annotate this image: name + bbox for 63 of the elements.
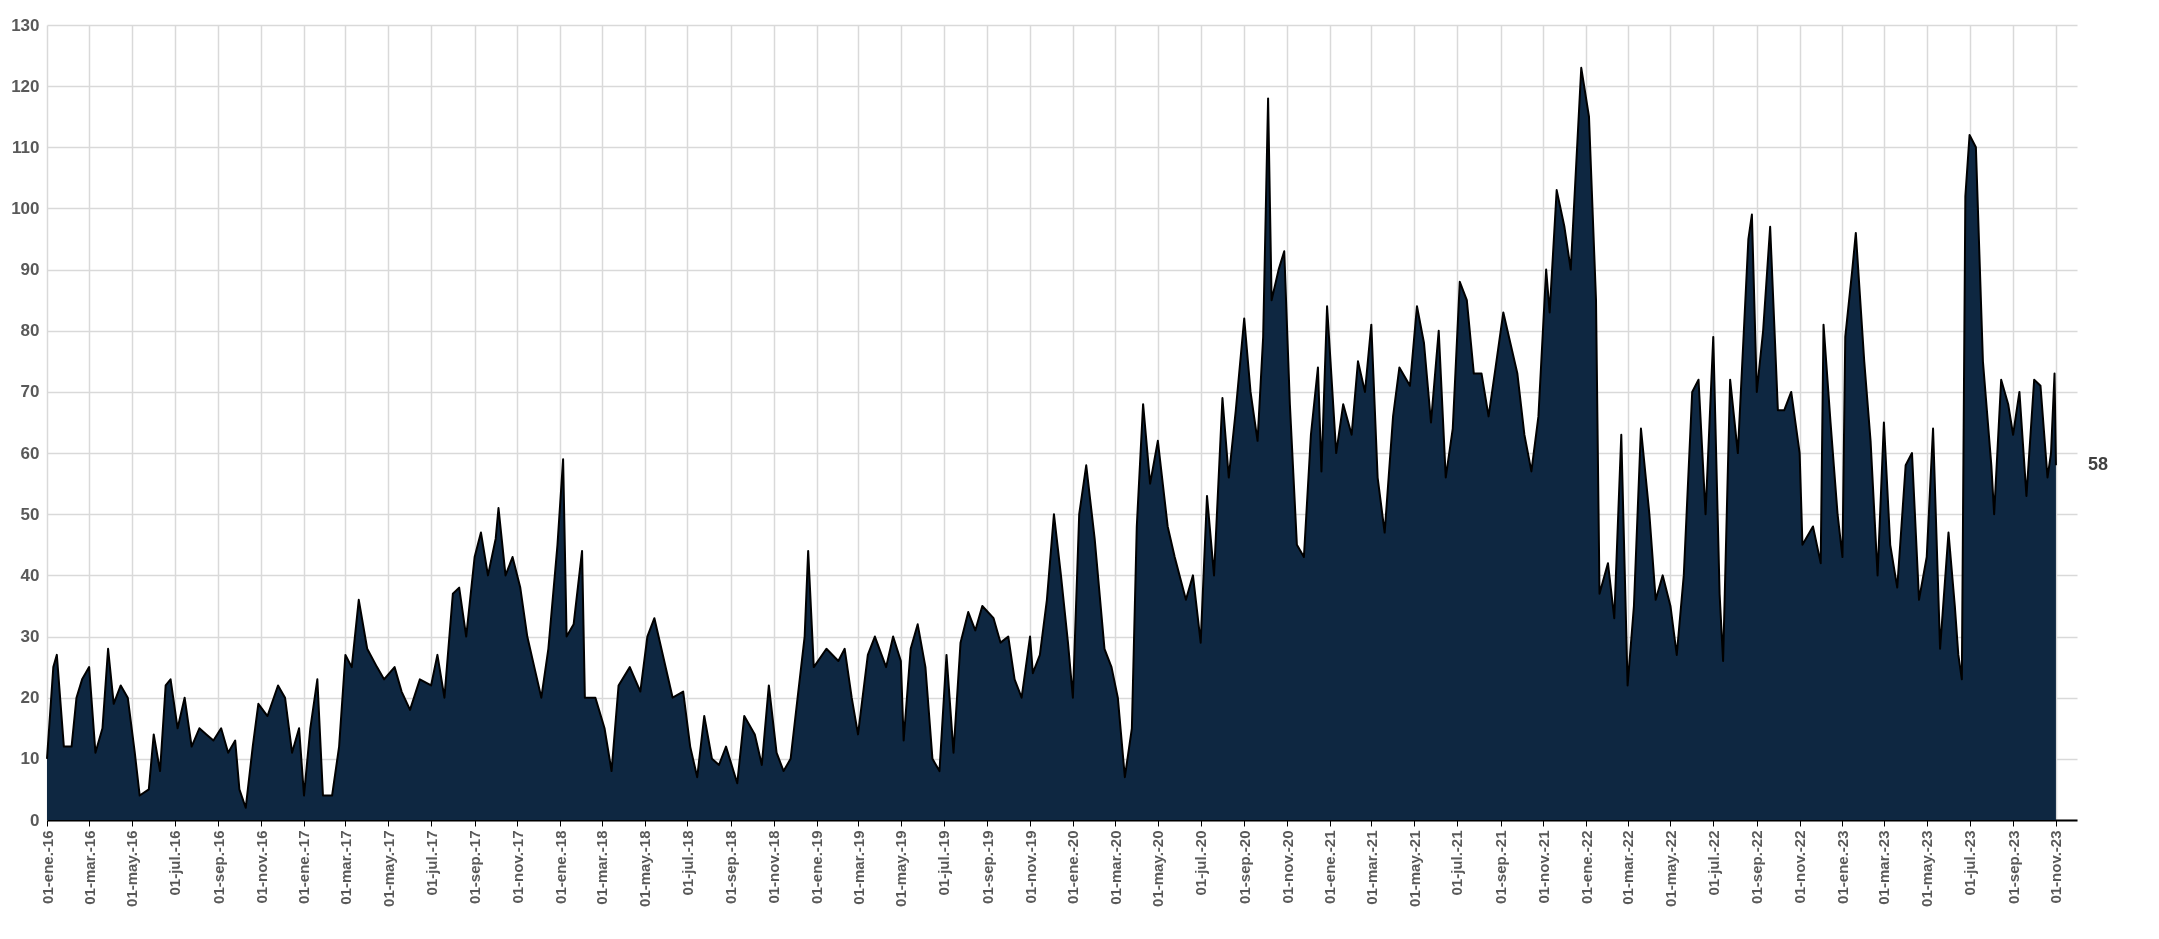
x-tick-label: 01-ene.-22 [1577,830,1595,904]
y-tick-label: 100 [11,198,40,218]
x-tick-label: 01-mar.-22 [1619,830,1637,905]
x-tick-label: 01-may.-16 [123,830,141,907]
x-tick-label: 01-mar.-18 [593,830,611,905]
x-tick-label: 01-ene.-17 [295,830,313,904]
y-tick-label: 20 [20,688,40,708]
x-tick-label: 01-ene.-23 [1833,830,1851,904]
x-tick-label: 01-ene.-21 [1321,830,1339,904]
x-tick-label: 01-mar.-16 [80,830,98,905]
x-tick-label: 01-ene.-16 [38,830,56,904]
x-tick-label: 01-jul.-23 [1961,830,1979,896]
y-tick-label: 130 [11,15,40,35]
x-tick-label: 01-may.-17 [379,830,397,907]
x-tick-label: 01-mar.-19 [849,830,867,905]
x-tick-label: 01-may.-21 [1405,830,1423,907]
x-tick-label: 01-sep.-16 [209,830,227,904]
y-tick-label: 110 [12,137,40,157]
x-tick-label: 01-jul.-18 [678,830,696,896]
x-tick-label: 01-jul.-21 [1448,830,1466,896]
x-tick-label: 01-nov.-21 [1534,830,1552,904]
x-tick-label: 01-jul.-17 [422,830,440,896]
x-tick-label: 01-nov.-20 [1278,830,1296,904]
x-tick-label: 01-jul.-22 [1704,830,1722,896]
x-tick-label: 01-jul.-20 [1192,830,1210,896]
annotation: 58 [2087,454,2108,475]
x-tick-label: 01-mar.-21 [1362,830,1380,905]
x-tick-label: 01-nov.-23 [2047,830,2065,904]
y-tick-label: 90 [20,260,40,280]
x-tick-label: 01-mar.-20 [1106,830,1124,905]
x-tick-label: 01-ene.-18 [551,830,569,904]
x-tick-label: 01-may.-19 [892,830,910,907]
x-tick-label: 01-may.-23 [1918,830,1936,907]
x-tick-label: 01-nov.-22 [1791,830,1809,904]
x-tick-label: 01-may.-22 [1661,830,1679,907]
x-tick-label: 01-nov.-16 [252,830,270,904]
x-tick-label: 01-jul.-16 [166,830,184,896]
y-tick-label: 40 [20,565,40,585]
x-tick-label: 01-ene.-20 [1064,830,1082,904]
x-tick-label: 01-mar.-17 [336,830,354,905]
x-tick-label: 01-ene.-19 [808,830,826,904]
x-tick-label: 01-sep.-18 [722,830,740,904]
y-tick-label: 30 [20,627,40,647]
y-tick-label: 120 [11,76,40,96]
x-tick-label: 01-sep.-22 [1748,830,1766,904]
x-tick-label: 01-nov.-17 [508,830,526,904]
x-tick-label: 01-sep.-23 [2004,830,2022,904]
x-tick-label: 01-may.-18 [636,830,654,907]
y-tick-label: 80 [20,321,40,341]
x-tick-label: 01-nov.-18 [765,830,783,904]
x-tick-label: 01-sep.-20 [1235,830,1253,904]
x-tick-label: 01-may.-20 [1149,830,1167,907]
y-tick-label: 70 [20,382,40,402]
x-tick-label: 01-sep.-21 [1492,830,1510,904]
x-tick-label: 01-jul.-19 [935,830,953,896]
y-tick-label: 10 [20,749,40,769]
x-tick-label: 01-sep.-19 [978,830,996,904]
x-tick-label: 01-nov.-19 [1021,830,1039,904]
y-tick-label: 0 [30,810,40,830]
y-tick-label: 50 [20,504,40,524]
y-tick-label: 60 [20,443,40,463]
x-tick-label: 01-mar.-23 [1875,830,1893,905]
x-tick-label: 01-sep.-17 [466,830,484,904]
